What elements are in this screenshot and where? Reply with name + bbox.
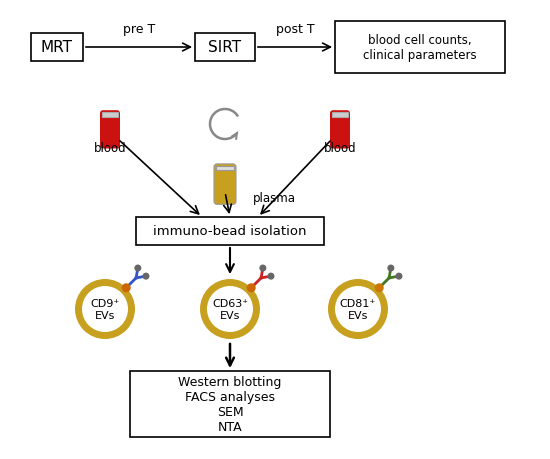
Text: CD63⁺
EVs: CD63⁺ EVs [212, 298, 248, 320]
Text: blood cell counts,
clinical parameters: blood cell counts, clinical parameters [363, 34, 477, 62]
Circle shape [122, 284, 131, 293]
Text: immuno-bead isolation: immuno-bead isolation [153, 225, 307, 238]
Text: blood: blood [324, 142, 356, 155]
Text: MRT: MRT [41, 40, 73, 56]
FancyBboxPatch shape [100, 111, 120, 149]
Circle shape [335, 286, 381, 332]
Text: CD81⁺
EVs: CD81⁺ EVs [340, 298, 376, 320]
Bar [102, 113, 118, 118]
Circle shape [328, 280, 388, 339]
FancyBboxPatch shape [214, 164, 236, 205]
Circle shape [267, 273, 274, 280]
FancyBboxPatch shape [31, 34, 83, 62]
FancyBboxPatch shape [130, 371, 330, 437]
Circle shape [75, 280, 135, 339]
Circle shape [247, 284, 256, 293]
Circle shape [200, 280, 260, 339]
Bar [216, 167, 234, 171]
FancyBboxPatch shape [136, 218, 324, 246]
FancyBboxPatch shape [330, 111, 350, 149]
Text: SIRT: SIRT [208, 40, 241, 56]
Bar [332, 113, 348, 118]
Text: Western blotting
FACS analyses
SEM
NTA: Western blotting FACS analyses SEM NTA [178, 375, 282, 433]
Circle shape [142, 273, 150, 280]
Text: plasma: plasma [253, 191, 296, 205]
FancyBboxPatch shape [335, 22, 505, 74]
Circle shape [207, 286, 253, 332]
Circle shape [395, 273, 403, 280]
Text: blood: blood [94, 142, 126, 155]
Circle shape [82, 286, 128, 332]
Circle shape [260, 265, 266, 272]
Text: pre T: pre T [123, 23, 155, 36]
FancyBboxPatch shape [195, 34, 255, 62]
Text: post T: post T [276, 23, 314, 36]
Text: CD9⁺
EVs: CD9⁺ EVs [90, 298, 120, 320]
Circle shape [134, 265, 141, 272]
Circle shape [387, 265, 394, 272]
Circle shape [375, 284, 384, 293]
